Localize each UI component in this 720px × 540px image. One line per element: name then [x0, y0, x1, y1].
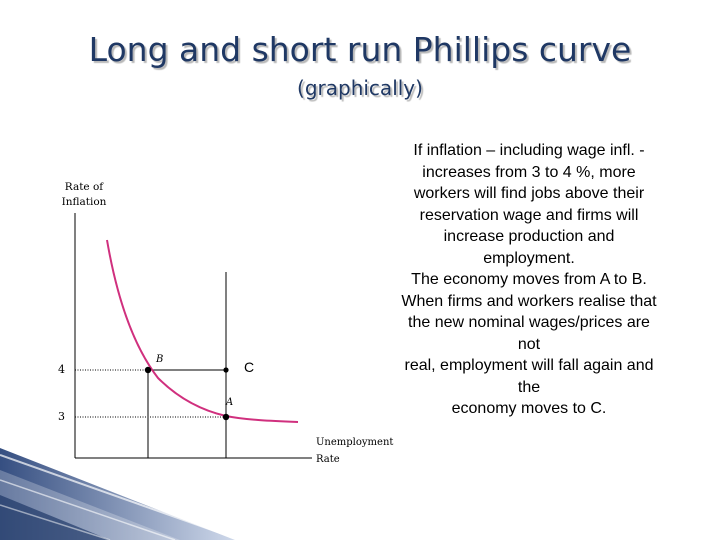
point-a-label: A — [226, 397, 234, 408]
slide-title: Long and short run Phillips curve — [88, 30, 632, 69]
text-line: the new nominal wages/prices are — [408, 314, 650, 331]
text-line: workers will find jobs above their — [413, 185, 645, 202]
short-run-phillips-curve — [106, 239, 299, 423]
text-line: employment. — [483, 249, 575, 267]
y-tick-4: 4 — [58, 363, 65, 376]
text-line: the — [517, 378, 541, 396]
text-line: If inflation – including wage infl. - — [413, 142, 645, 159]
text-line: increase production and — [443, 228, 615, 245]
text-line: reservation wage and firms will — [419, 206, 639, 224]
x-axis-label: Unemployment Rate — [316, 437, 394, 465]
point-b-marker — [144, 366, 152, 374]
point-a-marker — [222, 413, 230, 421]
point-c-marker — [223, 367, 229, 373]
y-axis-label: Rate of Inflation — [61, 181, 107, 208]
slide-subtitle: (graphically) — [297, 76, 423, 100]
text-line: increases from 3 to 4 %, more — [422, 163, 636, 181]
explanation-text: If inflation – including wage infl. - in… — [342, 140, 716, 420]
point-b-label: B — [156, 354, 164, 365]
text-line: real, employment will fall again and — [404, 357, 654, 374]
text-line: not — [517, 335, 541, 353]
text-line: economy moves to C. — [451, 400, 607, 417]
text-line: When firms and workers realise that — [401, 292, 657, 310]
point-c-label: C — [244, 359, 255, 375]
text-line: The economy moves from A to B. — [411, 271, 647, 288]
y-tick-3: 3 — [58, 410, 65, 423]
